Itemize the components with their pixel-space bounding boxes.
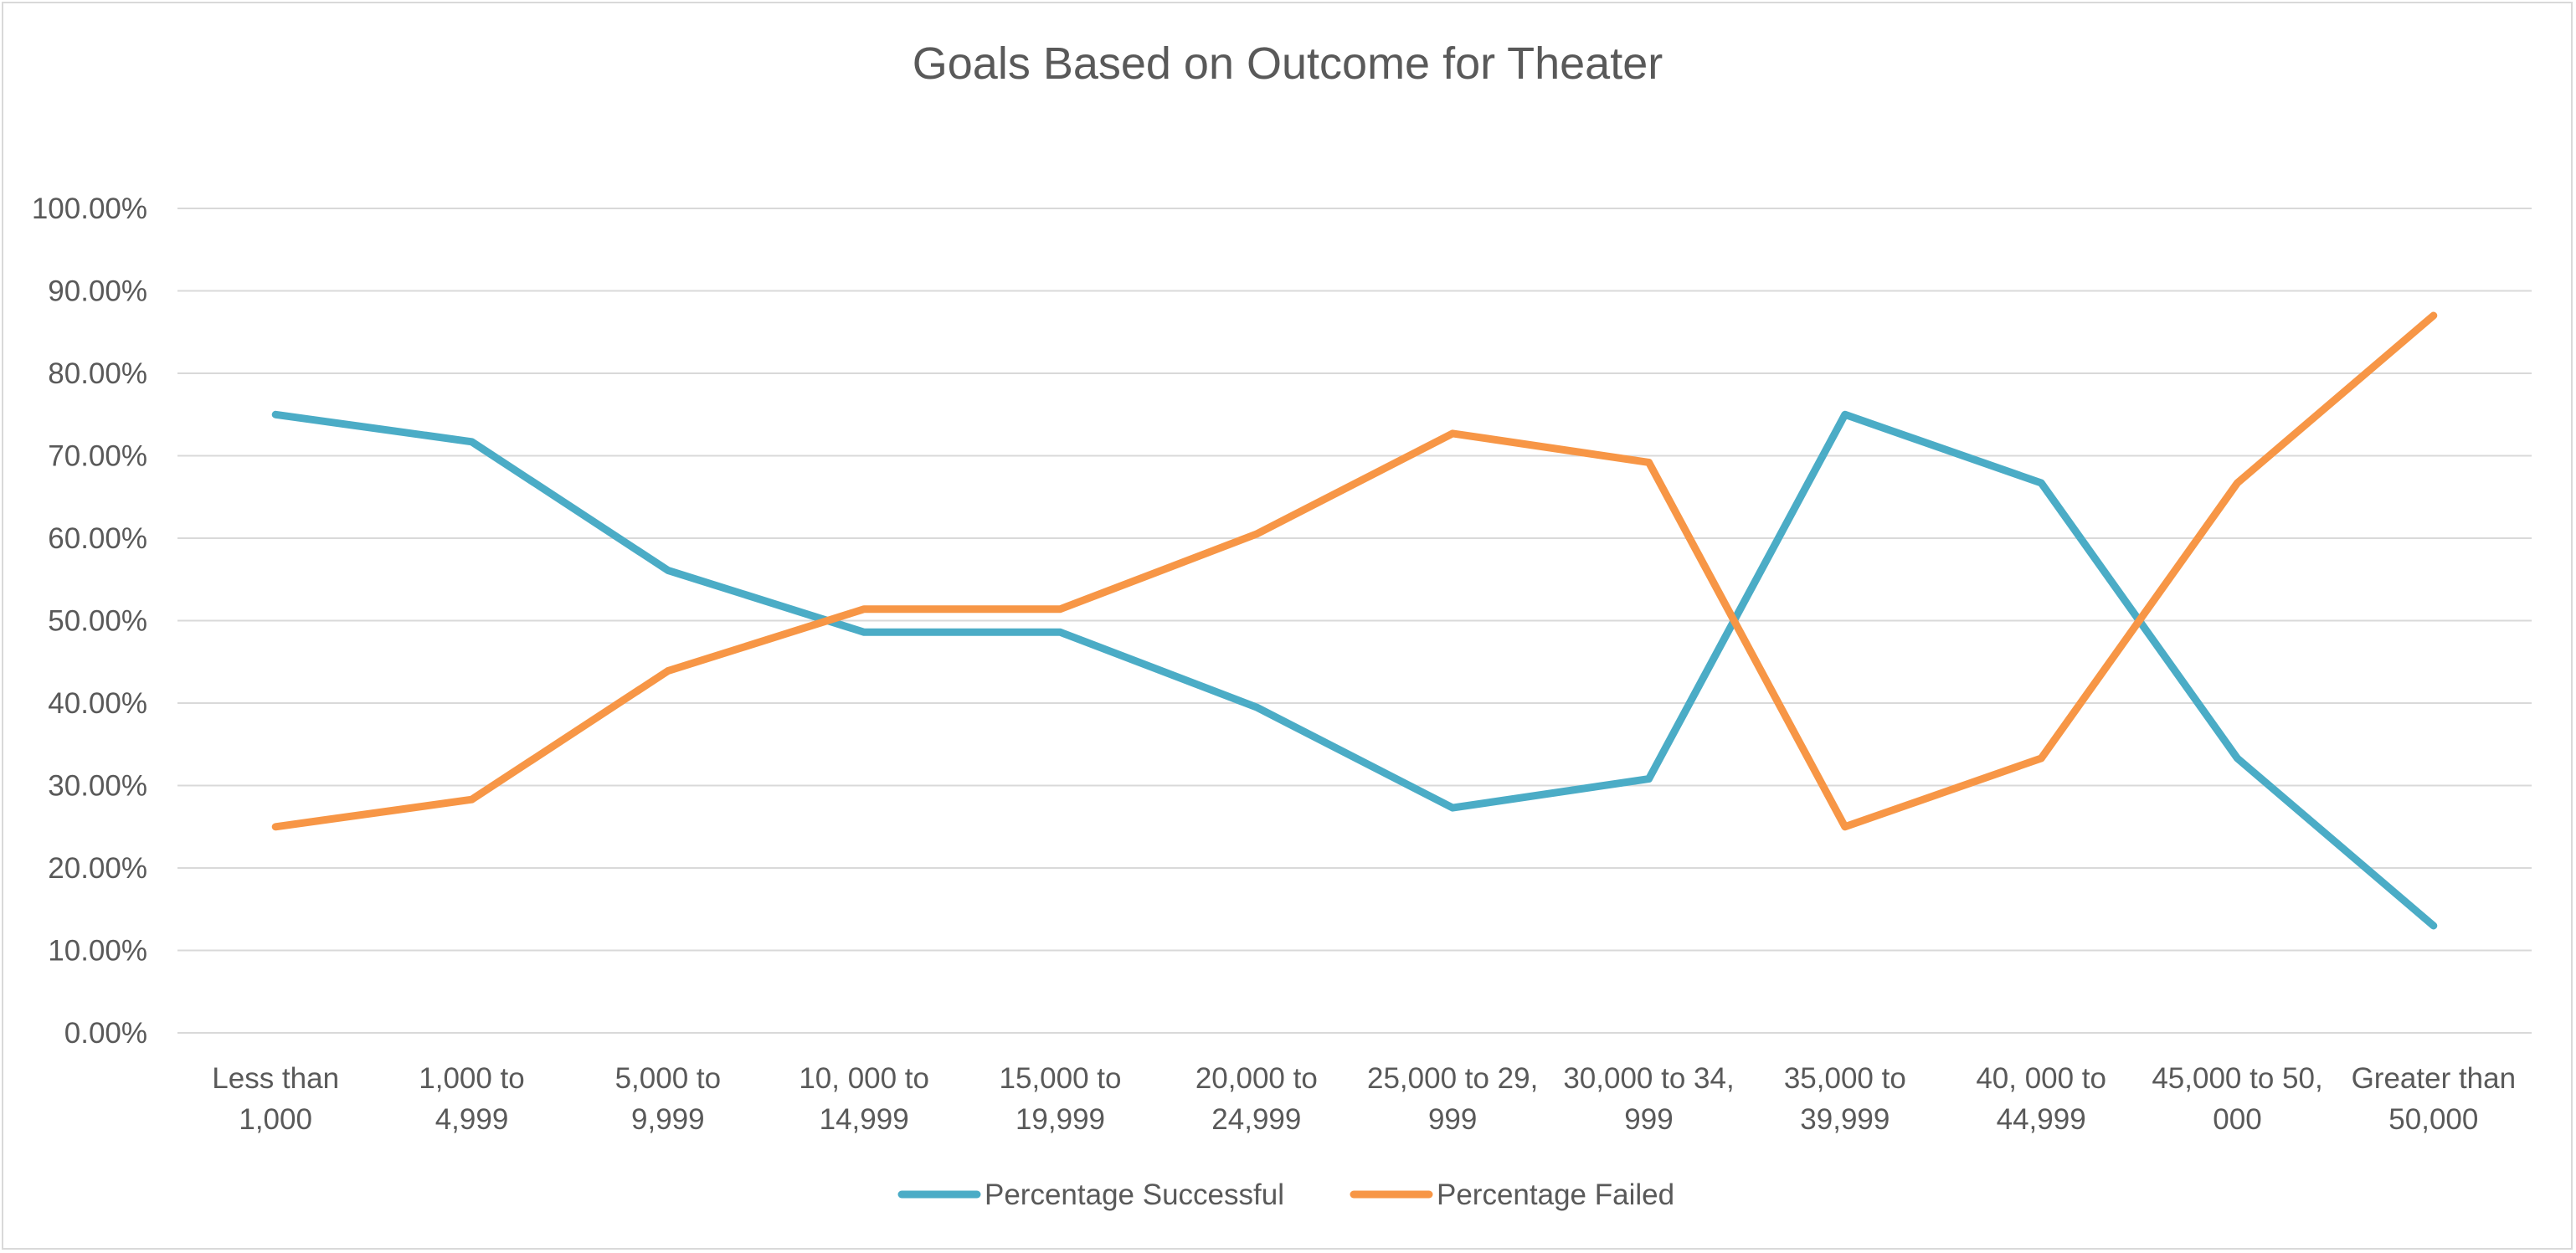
y-tick-label: 0.00%: [64, 1017, 147, 1050]
series-lines: [271, 311, 2438, 930]
x-tick-label: 20,000 to 24,999: [1195, 1062, 1318, 1136]
data-point: [2234, 480, 2240, 486]
x-tick-label: 10, 000 to 14,999: [799, 1062, 929, 1136]
data-point: [1057, 606, 1063, 612]
x-tick-label: 5,000 to 9,999: [615, 1062, 722, 1136]
y-tick-label: 60.00%: [48, 522, 147, 555]
x-tick-label: 15,000 to 19,999: [1000, 1062, 1122, 1136]
data-point: [469, 439, 475, 444]
data-point: [1842, 824, 1848, 829]
data-point: [1450, 430, 1456, 436]
series-line-failed: [271, 311, 2438, 831]
data-point: [861, 629, 867, 635]
y-tick-label: 90.00%: [48, 275, 147, 308]
legend: Percentage Successful Percentage Failed: [897, 1179, 1674, 1211]
x-tick-label: 25,000 to 29, 999: [1367, 1062, 1538, 1136]
x-axis-ticks: Less than 1,000 1,000 to 4,999 5,000 to 9,999…: [212, 1062, 2516, 1136]
data-point: [273, 824, 279, 829]
y-tick-label: 70.00%: [48, 440, 147, 473]
x-tick-label: 30,000 to 34, 999: [1563, 1062, 1734, 1136]
data-point: [1253, 531, 1259, 537]
y-tick-label: 30.00%: [48, 770, 147, 803]
data-point: [861, 606, 867, 612]
y-tick-label: 80.00%: [48, 357, 147, 390]
data-point: [2430, 313, 2436, 319]
x-tick-label: 45,000 to 50, 000: [2152, 1062, 2322, 1136]
x-tick-label: Less than 1,000: [212, 1062, 339, 1136]
y-tick-label: 50.00%: [48, 605, 147, 638]
gridlines: [177, 208, 2532, 1034]
x-tick-label: 1,000 to 4,999: [419, 1062, 525, 1136]
data-point: [2039, 480, 2044, 486]
y-tick-label: 100.00%: [32, 193, 147, 225]
y-tick-label: 10.00%: [48, 935, 147, 968]
data-point: [1842, 412, 1848, 418]
data-point: [665, 567, 671, 573]
y-tick-label: 20.00%: [48, 852, 147, 885]
y-axis-ticks: 0.00% 10.00% 20.00% 30.00% 40.00% 50.00% 60.00…: [32, 193, 147, 1050]
data-point: [1646, 460, 1652, 465]
chart-title: Goals Based on Outcome for Theater: [913, 39, 1663, 89]
x-tick-label: Greater than 50,000: [2352, 1062, 2517, 1136]
data-point: [469, 797, 475, 803]
x-tick-label: 35,000 to 39,999: [1784, 1062, 1906, 1136]
legend-label: Percentage Successful: [985, 1179, 1284, 1211]
data-point: [1450, 805, 1456, 811]
data-point: [1253, 704, 1259, 710]
data-point: [273, 412, 279, 418]
data-point: [2039, 755, 2044, 761]
x-tick-label: 40, 000 to 44,999: [1976, 1062, 2106, 1136]
legend-label: Percentage Failed: [1437, 1179, 1674, 1211]
y-tick-label: 40.00%: [48, 687, 147, 720]
data-point: [1057, 629, 1063, 635]
data-point: [1646, 776, 1652, 782]
series-line-successful: [271, 410, 2438, 930]
data-point: [665, 668, 671, 674]
data-point: [2234, 755, 2240, 761]
data-point: [2430, 922, 2436, 928]
